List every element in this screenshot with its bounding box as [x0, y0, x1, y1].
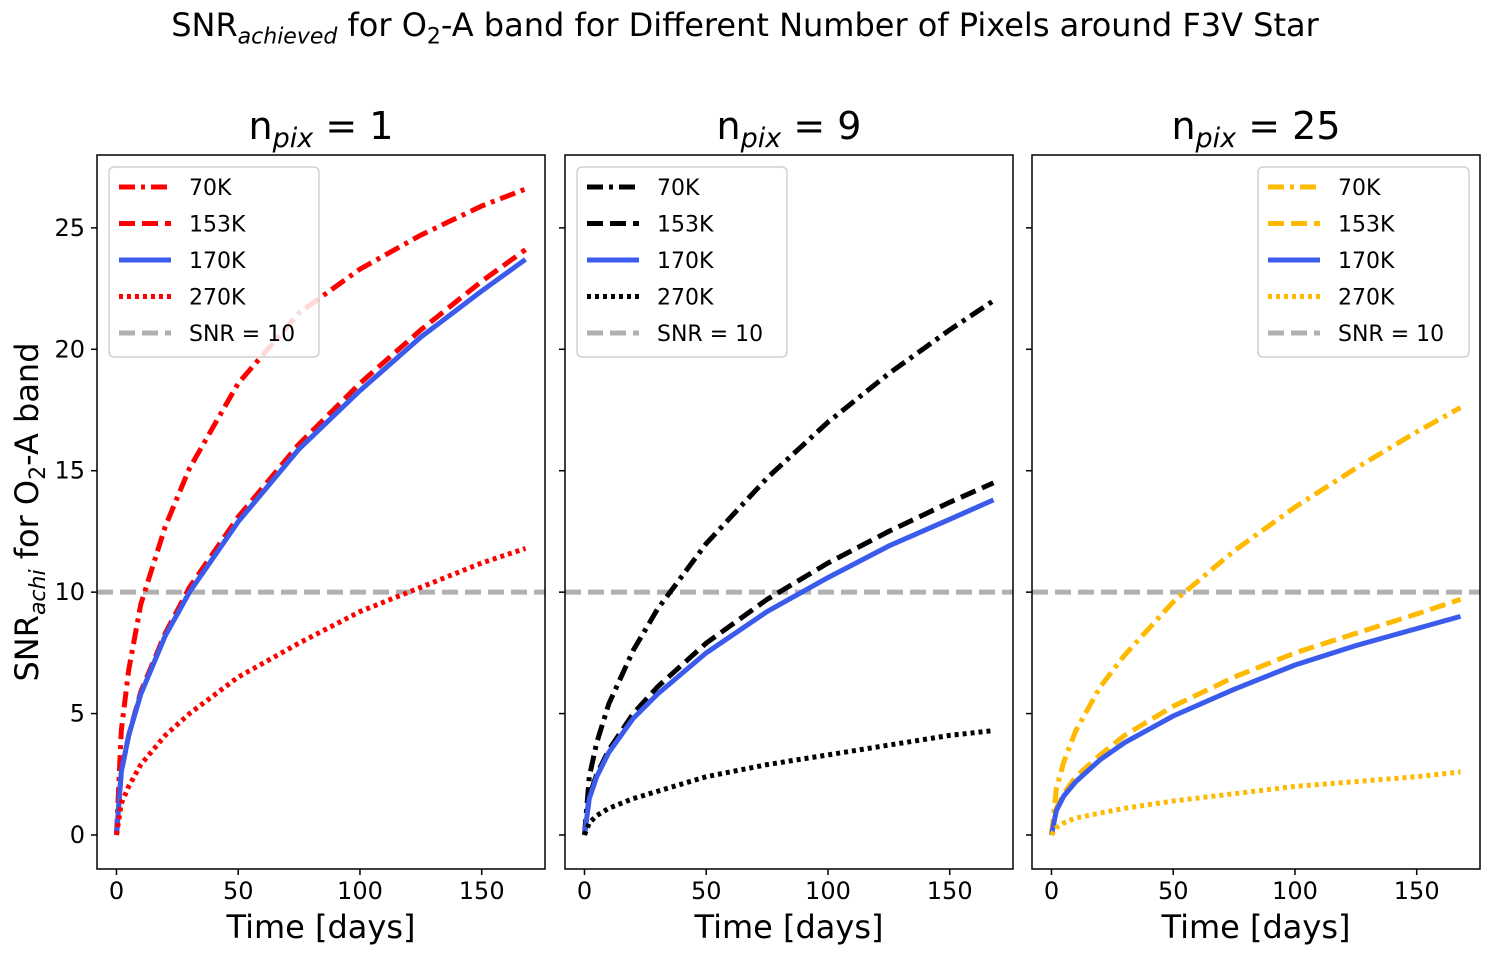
- legend-box: [1257, 166, 1470, 358]
- y-axis-label-part: for O: [8, 480, 46, 570]
- x-tick-label: 0: [577, 877, 592, 905]
- y-axis-label-part: SNR: [8, 615, 46, 681]
- plot-frame: [96, 154, 546, 870]
- legend-label: SNR = 10: [189, 322, 295, 347]
- legend-label: 70K: [657, 176, 700, 201]
- y-tick-label: 5: [70, 700, 85, 728]
- series-line-70k: [582, 298, 995, 836]
- x-tick-label: 100: [337, 877, 383, 905]
- plot-frame: [1031, 154, 1481, 870]
- y-tick-label: 0: [70, 821, 85, 849]
- subplot-title-rest: = 1: [313, 104, 393, 148]
- subplot-title-base: n: [1171, 104, 1195, 148]
- y-tick-label: 25: [54, 214, 85, 242]
- legend-label: 270K: [189, 286, 246, 311]
- y-axis-label: SNRachi for O2-A band: [8, 342, 51, 681]
- subplot-title: npix = 9: [717, 104, 862, 154]
- y-axis-label-text: SNRachi for O2-A band: [8, 342, 51, 681]
- y-axis-label-part: achi: [26, 569, 51, 615]
- legend-label: 70K: [189, 176, 232, 201]
- series-line-270k: [114, 546, 527, 836]
- x-tick-label: 150: [1394, 877, 1440, 905]
- series-line-153k: [582, 480, 995, 836]
- x-tick-label: 100: [805, 877, 851, 905]
- legend: 70K 153K 170K 270K SNR = 10: [1257, 166, 1470, 358]
- legend-label: 170K: [1338, 249, 1395, 274]
- y-tick-label: 20: [54, 335, 85, 363]
- subplot-1: npix = 1 0 50 100 150 0 5 10 15 20 25 Time [days] 70…: [54, 104, 546, 946]
- subplot-title-subscript: pix: [1195, 123, 1238, 154]
- series-line-70k: [1049, 405, 1462, 836]
- x-tick-label: 50: [1158, 877, 1189, 905]
- legend-box: [108, 166, 320, 358]
- subplot-title-rest: = 9: [781, 104, 861, 148]
- legend: 70K 153K 170K 270K SNR = 10: [108, 166, 320, 358]
- y-tick-label: 15: [54, 457, 85, 485]
- plot-area: [565, 298, 1013, 836]
- subplot-title: npix = 1: [249, 104, 394, 154]
- series-line-270k: [582, 728, 994, 836]
- plot-frame: [564, 154, 1014, 870]
- x-axis-label: Time [days]: [226, 908, 416, 946]
- x-axis-label: Time [days]: [694, 908, 884, 946]
- suptitle-snr-subscript: achieved: [237, 24, 338, 50]
- legend-label: SNR = 10: [1338, 322, 1444, 347]
- legend-label: 170K: [189, 249, 246, 274]
- x-tick-label: 50: [691, 877, 722, 905]
- suptitle-o2-subscript: 2: [426, 24, 441, 50]
- suptitle-part1: for O: [337, 6, 427, 44]
- x-tick-label: 50: [223, 877, 254, 905]
- legend-label: 153K: [657, 213, 714, 238]
- subplot-title-subscript: pix: [272, 123, 315, 154]
- legend-label: 153K: [189, 213, 246, 238]
- subplot-title-base: n: [249, 104, 273, 148]
- subplot-title: npix = 25: [1171, 104, 1340, 154]
- plot-area: [1032, 405, 1480, 837]
- subplot-3: npix = 25 0 50 100 150 Time [days] 70K 153K 170K…: [1026, 104, 1481, 946]
- series-line-170k: [582, 497, 995, 836]
- subplot-title-base: n: [717, 104, 741, 148]
- x-tick-label: 0: [1044, 877, 1059, 905]
- legend-box: [576, 166, 788, 358]
- series-line-170k: [1049, 613, 1462, 836]
- legend-label: 270K: [1338, 286, 1395, 311]
- legend-label: 170K: [657, 249, 714, 274]
- suptitle-snr: SNR: [171, 6, 238, 44]
- subplot-title-rest: = 25: [1236, 104, 1340, 148]
- subplot-2: npix = 9 0 50 100 150 Time [days] 70K 153K 170K 2…: [559, 104, 1014, 946]
- figure-suptitle: SNRachieved for O2-A band for Different …: [0, 6, 1490, 49]
- legend: 70K 153K 170K 270K SNR = 10: [576, 166, 788, 358]
- subplot-title-subscript: pix: [740, 123, 783, 154]
- x-tick-label: 100: [1272, 877, 1318, 905]
- y-axis-label-part: -A band: [8, 342, 46, 465]
- legend-label: 270K: [657, 286, 714, 311]
- suptitle-part2: -A band for Different Number of Pixels a…: [440, 6, 1319, 44]
- legend-label: 153K: [1338, 213, 1395, 238]
- series-line-153k: [1049, 597, 1462, 836]
- series-line-170k: [114, 257, 527, 836]
- legend-label: 70K: [1338, 176, 1381, 201]
- y-tick-label: 10: [54, 578, 85, 606]
- x-tick-label: 150: [459, 877, 505, 905]
- series-line-270k: [1049, 769, 1461, 837]
- legend-label: SNR = 10: [657, 322, 763, 347]
- y-axis-label-part: 2: [26, 466, 51, 480]
- x-axis-label: Time [days]: [1161, 908, 1351, 946]
- series-line-70k: [114, 186, 527, 836]
- x-tick-label: 0: [109, 877, 124, 905]
- plot-area: [97, 186, 545, 836]
- x-tick-label: 150: [927, 877, 973, 905]
